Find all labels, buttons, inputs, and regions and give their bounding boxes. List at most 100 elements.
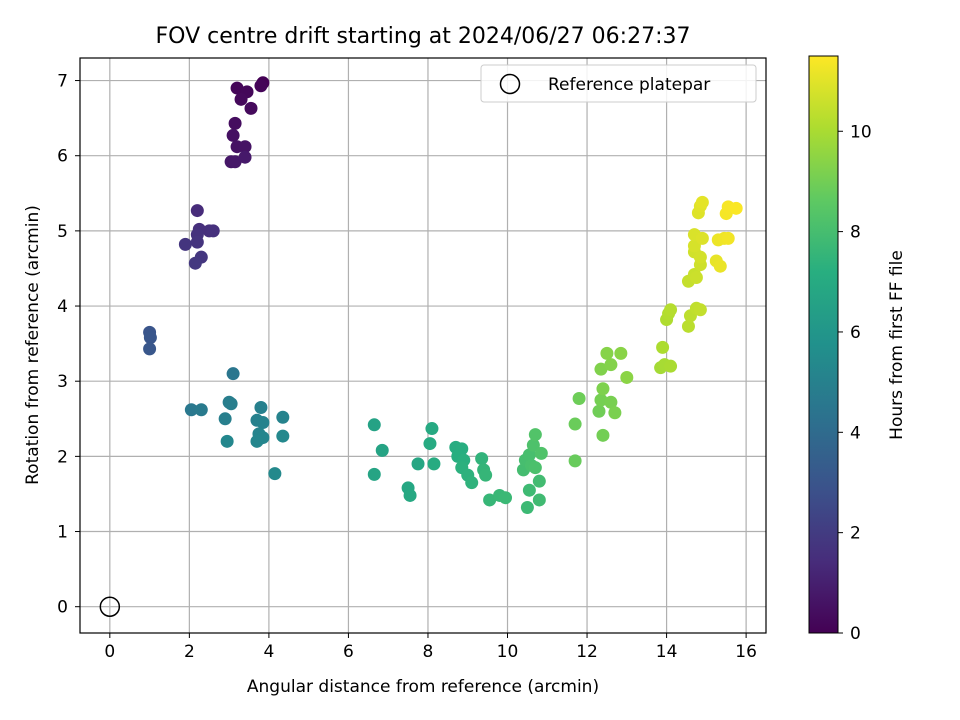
data-point: [526, 438, 540, 452]
data-point: [721, 231, 735, 245]
data-point: [483, 493, 497, 507]
x-tick-label: 6: [343, 642, 354, 662]
data-point: [143, 331, 157, 345]
data-point: [230, 81, 244, 95]
data-point: [614, 346, 628, 360]
data-point: [528, 461, 542, 475]
colorbar-tick-label: 4: [850, 423, 861, 443]
y-tick-label: 1: [57, 523, 68, 543]
data-point: [254, 401, 268, 415]
x-tick-label: 16: [735, 642, 757, 662]
data-point: [534, 446, 548, 460]
x-axis-ticks: 0 2 4 6 8 10 12 14 16: [104, 633, 757, 662]
x-tick-label: 0: [104, 642, 115, 662]
data-point: [499, 491, 513, 505]
data-point: [693, 303, 707, 317]
data-point: [596, 382, 610, 396]
data-point: [693, 250, 707, 264]
data-point: [600, 346, 614, 360]
data-point: [594, 393, 608, 407]
data-point: [226, 367, 240, 381]
data-point: [729, 201, 743, 215]
plot-area: [79, 57, 767, 634]
y-tick-label: 5: [57, 222, 68, 242]
grid-lines: [80, 58, 766, 633]
scatter-points: [143, 76, 743, 514]
data-point: [427, 457, 441, 471]
data-point: [465, 476, 479, 490]
legend-marker-icon: [499, 73, 521, 95]
x-axis-label: Angular distance from reference (arcmin): [247, 677, 599, 697]
data-point: [250, 434, 264, 448]
data-point: [254, 79, 268, 93]
data-point: [276, 429, 290, 443]
colorbar-gradient: [808, 55, 839, 634]
legend-box: [480, 64, 757, 103]
colorbar-tick-label: 0: [850, 624, 861, 644]
data-point: [184, 403, 198, 417]
data-point: [664, 303, 678, 317]
y-tick-label: 6: [57, 147, 68, 167]
data-point: [522, 483, 536, 497]
data-point: [604, 395, 618, 409]
data-point: [226, 128, 240, 142]
data-point: [206, 224, 220, 238]
data-point: [608, 406, 622, 420]
data-point: [220, 434, 234, 448]
data-point: [656, 340, 670, 354]
data-point: [194, 403, 208, 417]
data-point: [190, 235, 204, 249]
data-point: [224, 397, 238, 411]
x-tick-label: 8: [423, 642, 434, 662]
data-point: [620, 370, 634, 384]
data-point: [594, 362, 608, 376]
data-point: [143, 342, 157, 356]
y-tick-label: 4: [57, 297, 68, 317]
reference-platepar-marker: [99, 596, 121, 617]
data-point: [695, 231, 709, 245]
data-point: [268, 467, 282, 481]
plot-background: [80, 58, 766, 633]
plot-frame: [79, 57, 767, 634]
x-tick-label: 12: [576, 642, 598, 662]
data-point: [178, 237, 192, 251]
colorbar-tick-label: 6: [850, 323, 861, 343]
data-point: [375, 443, 389, 457]
data-point: [475, 452, 489, 466]
data-point: [425, 422, 439, 436]
legend-entry-reference: Reference platepar: [548, 75, 710, 95]
data-point: [695, 195, 709, 209]
x-tick-label: 14: [656, 642, 678, 662]
data-point: [276, 410, 290, 424]
data-point: [244, 101, 258, 115]
data-point: [238, 150, 252, 164]
x-tick-label: 10: [497, 642, 519, 662]
colorbar-tick-label: 2: [850, 524, 861, 544]
data-point: [423, 437, 437, 451]
data-point: [689, 270, 703, 284]
colorbar-label: Hours from first FF file: [887, 250, 907, 440]
data-point: [238, 140, 252, 154]
y-axis-ticks: 0 1 2 3 4 5 6 7: [57, 72, 80, 618]
data-point: [713, 259, 727, 273]
data-point: [568, 417, 582, 431]
y-tick-label: 7: [57, 72, 68, 92]
colorbar-ticks: 0 2 4 6 8 10: [838, 122, 872, 644]
legend: Reference platepar: [480, 64, 757, 103]
data-point: [572, 391, 586, 405]
y-tick-label: 2: [57, 447, 68, 467]
data-point: [367, 467, 381, 481]
data-point: [568, 454, 582, 468]
data-point: [411, 457, 425, 471]
x-tick-label: 4: [263, 642, 274, 662]
data-point: [532, 493, 546, 507]
data-point: [228, 155, 242, 169]
y-axis-label: Rotation from reference (arcmin): [23, 205, 43, 485]
chart-title: FOV centre drift starting at 2024/06/27 …: [156, 24, 691, 49]
colorbar-tick-label: 8: [850, 223, 861, 243]
data-point: [188, 256, 202, 270]
data-point: [403, 488, 417, 502]
data-point: [596, 428, 610, 442]
data-point: [190, 204, 204, 218]
